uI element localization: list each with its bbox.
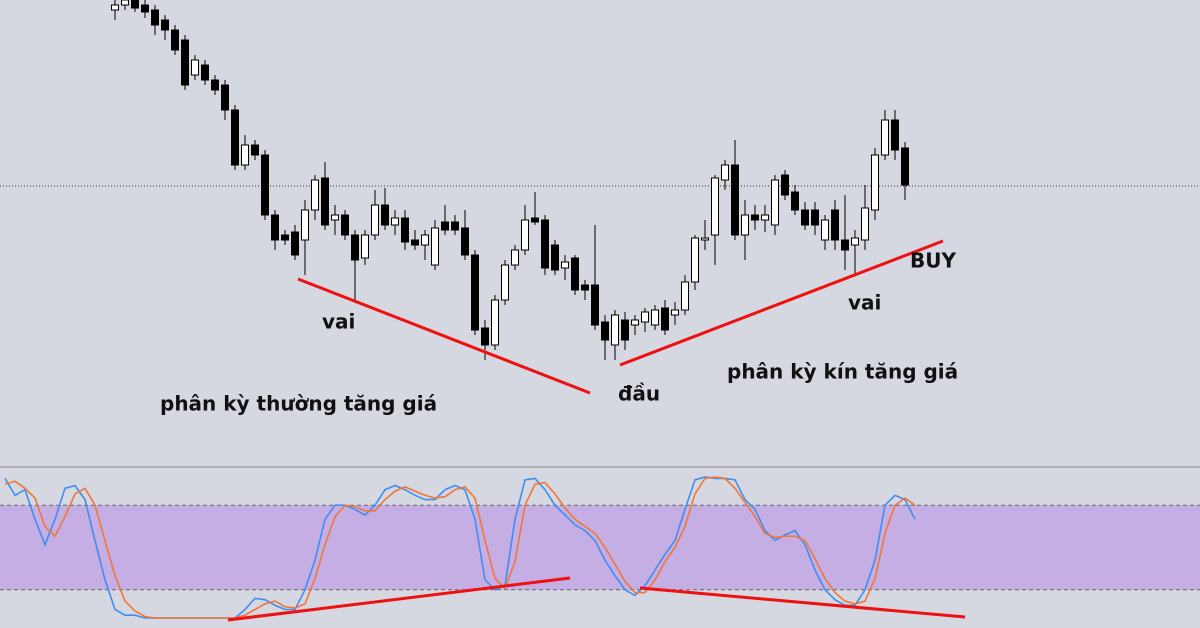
- candle-body: [821, 219, 829, 241]
- candle-body: [121, 0, 129, 6]
- trend-line: [297, 277, 591, 395]
- candle-body: [471, 254, 479, 331]
- candle-body: [691, 237, 699, 283]
- candle-body: [131, 0, 139, 9]
- candle-body: [891, 119, 899, 151]
- candle-body: [751, 214, 759, 221]
- candle-body: [401, 217, 409, 243]
- candle-body: [351, 234, 359, 261]
- candle-body: [611, 314, 619, 346]
- candle-body: [221, 84, 229, 111]
- candle-body: [241, 144, 249, 166]
- annotation: vai: [848, 291, 881, 315]
- candle-body: [261, 154, 269, 216]
- candle-body: [651, 309, 659, 326]
- oscillator-line: [4, 476, 916, 619]
- candle-body: [731, 164, 739, 236]
- candle-body: [281, 234, 289, 241]
- candle-body: [811, 209, 819, 226]
- candle-body: [791, 191, 799, 211]
- trend-line: [227, 576, 571, 622]
- candle-body: [191, 59, 199, 76]
- candle-body: [141, 4, 149, 13]
- candle-body: [361, 234, 369, 259]
- candle-body: [851, 237, 859, 246]
- candle-body: [111, 4, 119, 11]
- candle-body: [711, 177, 719, 236]
- candle-body: [661, 307, 669, 331]
- level-band: [0, 505, 1200, 590]
- annotation: BUY: [910, 249, 956, 273]
- candle-body: [741, 214, 749, 236]
- candle-body: [431, 227, 439, 266]
- candle-body: [481, 327, 489, 346]
- annotation: phân kỳ kín tăng giá: [727, 360, 958, 384]
- candle-body: [421, 234, 429, 246]
- candle-body: [871, 154, 879, 211]
- candle-body: [681, 281, 689, 311]
- candle-body: [501, 264, 509, 301]
- candle-body: [161, 19, 169, 31]
- annotation: đầu: [618, 382, 660, 406]
- candle-body: [511, 249, 519, 266]
- candle-body: [381, 204, 389, 226]
- candle-body: [441, 221, 449, 231]
- candle-body: [371, 204, 379, 236]
- candle-body: [171, 29, 179, 51]
- candle-body: [181, 39, 189, 86]
- candle-body: [331, 214, 339, 221]
- trend-lines: [227, 239, 966, 622]
- candle-body: [631, 319, 639, 326]
- trend-line: [639, 586, 966, 619]
- candle-body: [541, 219, 549, 269]
- candle-body: [761, 214, 769, 221]
- candle-body: [771, 179, 779, 226]
- candle-body: [451, 221, 459, 231]
- candle-body: [591, 284, 599, 326]
- candle-body: [571, 257, 579, 291]
- annotation: phân kỳ thường tăng giá: [160, 392, 437, 416]
- candle-body: [341, 214, 349, 236]
- candle-body: [491, 299, 499, 346]
- candle-body: [861, 207, 869, 241]
- candle-body: [641, 311, 649, 323]
- candle-body: [251, 144, 259, 156]
- candle-body: [621, 319, 629, 341]
- candle-body: [781, 174, 789, 196]
- candle-body: [561, 261, 569, 269]
- candle-body: [801, 209, 809, 226]
- candle-body: [461, 227, 469, 256]
- oscillator-panel: [0, 476, 1200, 619]
- candle-body: [231, 109, 239, 166]
- candle-body: [581, 284, 589, 291]
- candle-body: [411, 239, 419, 246]
- candle-body: [671, 309, 679, 316]
- candle-body: [841, 239, 849, 251]
- candle-body: [531, 217, 539, 223]
- candle-body: [201, 64, 209, 81]
- candle-body: [881, 119, 889, 156]
- candle-body: [601, 321, 609, 341]
- price-panel: [0, 0, 1200, 360]
- candle-body: [521, 219, 529, 251]
- candle-body: [151, 9, 159, 26]
- annotation: vai: [322, 310, 355, 334]
- candle-body: [721, 164, 729, 181]
- candle-body: [291, 231, 299, 256]
- candle-body: [701, 237, 709, 241]
- candle-body: [311, 179, 319, 211]
- candle-body: [301, 209, 309, 241]
- candle-body: [551, 244, 559, 271]
- candle-body: [271, 214, 279, 241]
- candle-body: [211, 79, 219, 91]
- candle-body: [321, 177, 329, 226]
- candle-body: [391, 217, 399, 226]
- candle-body: [901, 147, 909, 186]
- trend-line: [619, 239, 944, 367]
- candle-body: [831, 209, 839, 241]
